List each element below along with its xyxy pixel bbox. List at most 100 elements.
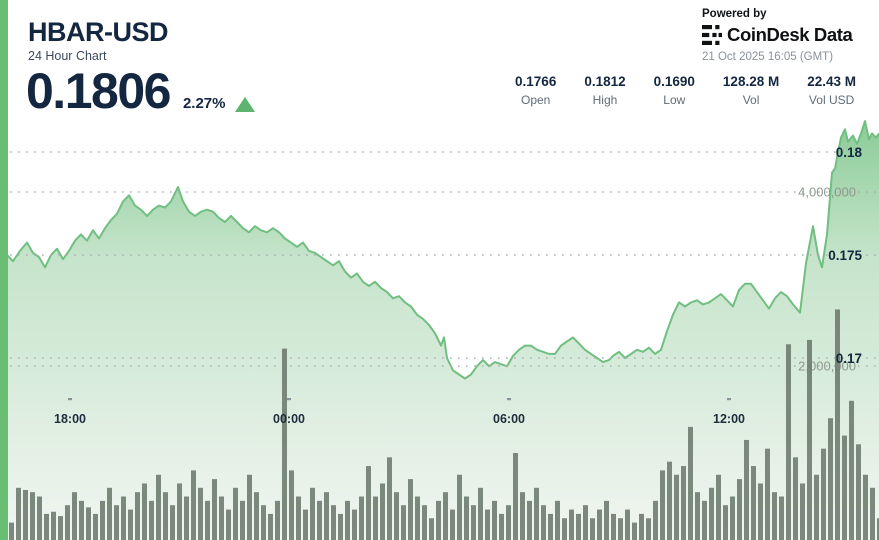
volume-bar (72, 492, 77, 540)
volume-bar (107, 487, 112, 540)
volume-bar (30, 492, 35, 540)
volume-bar (422, 505, 427, 540)
volume-axis-label: 4,000,000 (798, 185, 856, 200)
volume-bar (240, 500, 245, 540)
volume-bar (464, 496, 469, 540)
stat-label: High (592, 93, 618, 107)
volume-bar (611, 513, 616, 540)
volume-bar (870, 487, 875, 540)
volume-bar (366, 466, 371, 540)
volume-bar (198, 487, 203, 540)
volume-bar (562, 518, 567, 540)
price-line (0, 120, 879, 380)
volume-bar (765, 448, 770, 540)
volume-bar (674, 474, 679, 540)
volume-bar (23, 489, 28, 540)
stat-open: 0.1766 Open (515, 74, 556, 107)
volume-bar (352, 509, 357, 540)
stats-row: 0.1766 Open 0.1812 High 0.1690 Low 128.2… (515, 74, 856, 107)
volume-axis-label: 2,000,000 (798, 359, 856, 374)
x-axis-label: 12:00 (713, 412, 745, 426)
volume-bar (65, 505, 70, 540)
volume-bar (9, 522, 14, 540)
volume-bar (786, 344, 791, 540)
volume-bar (303, 509, 308, 540)
volume-bar (156, 474, 161, 540)
price-axis-label: 0.17 (836, 351, 862, 366)
volume-bar (856, 444, 861, 540)
volume-bar (317, 500, 322, 540)
x-tick-mark (287, 398, 291, 401)
volume-bar (177, 483, 182, 540)
volume-bar (597, 509, 602, 540)
volume-bar (702, 500, 707, 540)
current-price: 0.1806 (26, 63, 171, 119)
volume-bar (380, 483, 385, 540)
stat-value: 0.1766 (515, 74, 557, 89)
volume-bar (590, 518, 595, 540)
volume-bar (877, 518, 879, 540)
change-percent: 2.27% (182, 95, 226, 112)
volume-bar (583, 505, 588, 540)
volume-bar (436, 500, 441, 540)
accent-bar (0, 0, 8, 540)
stat-value: 0.1690 (653, 74, 695, 89)
volume-bar (310, 487, 315, 540)
volume-bar (478, 487, 483, 540)
volume-bar (79, 500, 84, 540)
volume-bar (863, 474, 868, 540)
volume-bar (660, 470, 665, 540)
volume-bar (772, 492, 777, 540)
volume-bar (576, 513, 581, 540)
volume-bar (492, 500, 497, 540)
price-axis-label: 0.175 (828, 248, 862, 263)
volume-bar (415, 496, 420, 540)
volume-bar (709, 487, 714, 540)
chart-subtitle: 24 Hour Chart (28, 49, 107, 64)
volume-bar (212, 479, 217, 540)
volume-bar (723, 505, 728, 540)
volume-bar (429, 518, 434, 540)
volume-bar (800, 483, 805, 540)
x-tick-mark (68, 398, 72, 401)
volume-bar (100, 500, 105, 540)
volume-bar (128, 509, 133, 540)
stat-volume-usd: 22.43 M Vol USD (807, 74, 856, 107)
volume-bar (681, 466, 686, 540)
price-area (0, 121, 879, 540)
volume-bar (268, 513, 273, 540)
volume-bar (688, 426, 693, 540)
volume-bar (443, 492, 448, 540)
x-tick-mark (507, 398, 511, 401)
stat-label: Low (663, 93, 686, 107)
volume-bar (401, 505, 406, 540)
volume-bar (275, 500, 280, 540)
volume-bar (604, 500, 609, 540)
volume-bar (695, 492, 700, 540)
volume-bar (114, 505, 119, 540)
volume-bar (744, 439, 749, 540)
x-axis-label: 18:00 (54, 412, 86, 426)
volume-bar (730, 496, 735, 540)
volume-bar (163, 492, 168, 540)
price-axis-label: 0.18 (836, 145, 863, 160)
volume-bar (716, 474, 721, 540)
volume-bar (807, 339, 812, 540)
volume-bar (387, 457, 392, 540)
volume-bar (548, 513, 553, 540)
stat-value: 128.28 M (722, 74, 780, 89)
volume-bar (93, 513, 98, 540)
volume-bar (506, 505, 511, 540)
volume-bar (842, 435, 847, 540)
volume-bar (86, 507, 91, 540)
x-axis-label: 00:00 (273, 412, 305, 426)
title-block: HBAR-USD 24 Hour Chart (28, 18, 169, 64)
brand-name: CoinDesk Data (727, 24, 853, 45)
volume-bar (44, 513, 49, 540)
volume-bar (233, 487, 238, 540)
volume-bar (345, 500, 350, 540)
volume-bar (758, 483, 763, 540)
volume-bar (737, 479, 742, 540)
